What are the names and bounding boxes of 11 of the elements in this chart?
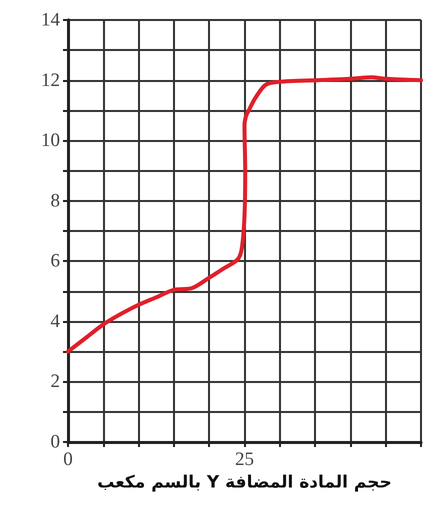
y-tick-label: 0 xyxy=(50,432,60,452)
y-tick-label: 10 xyxy=(41,130,60,152)
y-tick-label: 14 xyxy=(41,10,60,30)
y-tick-label: 8 xyxy=(50,190,60,212)
y-tick-label: 6 xyxy=(50,250,60,272)
x-axis-title: حجم المادة المضافة Y بالسم مكعب xyxy=(97,472,392,492)
x-tick-label: 25 xyxy=(235,449,254,470)
line-series xyxy=(66,75,423,354)
y-tick-label: 12 xyxy=(41,70,60,91)
y-tick-label: 4 xyxy=(50,310,60,332)
y-tick-label: 2 xyxy=(50,371,60,392)
